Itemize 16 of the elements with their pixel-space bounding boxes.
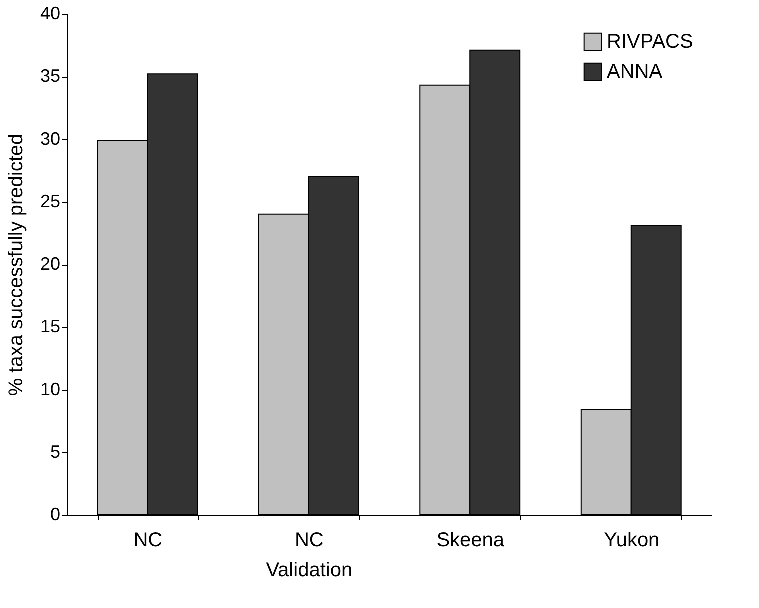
y-axis-title: % taxa successfully predicted <box>5 134 28 396</box>
y-tick-label: 30 <box>40 128 60 149</box>
legend-label: RIVPACS <box>607 31 694 53</box>
x-tick-label: NC Validation <box>266 530 353 582</box>
y-tick-label: 10 <box>40 379 60 400</box>
x-tick-label: Yukon <box>604 530 660 552</box>
y-tick-label: 40 <box>40 4 60 24</box>
y-tick-label: 0 <box>50 504 60 524</box>
y-tick-label: 35 <box>40 66 60 86</box>
x-tick-label: Skeena <box>436 530 506 552</box>
y-tick-label: 25 <box>40 191 60 212</box>
legend-label: ANNA <box>607 61 664 83</box>
y-tick-label: 5 <box>50 442 60 462</box>
y-tick-label: 20 <box>40 254 60 274</box>
y-tick-label: 15 <box>40 316 60 337</box>
x-tick-label: NC <box>134 530 163 552</box>
